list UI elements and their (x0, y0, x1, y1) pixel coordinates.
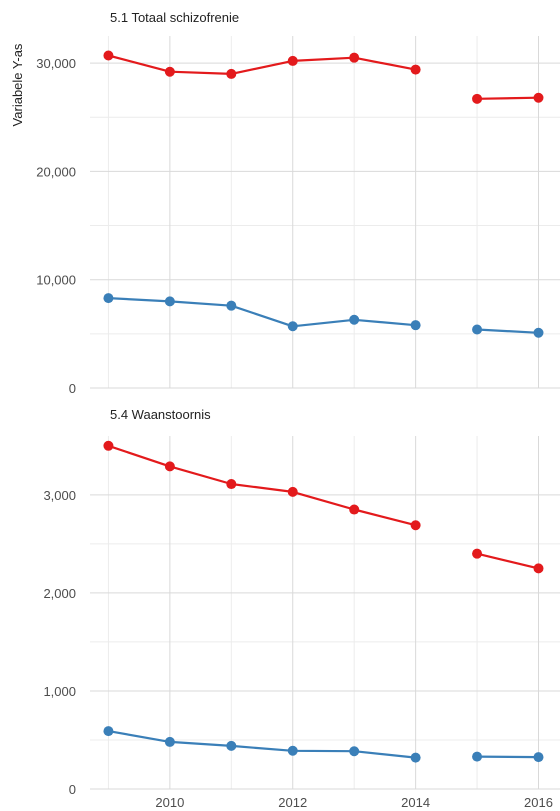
data-point (164, 66, 175, 77)
data-point (533, 92, 544, 103)
data-point (349, 52, 360, 63)
data-point (164, 296, 175, 307)
data-point (103, 293, 114, 304)
data-point (103, 50, 114, 61)
y-tick-label: 1,000 (43, 684, 76, 699)
series-line (477, 96, 539, 100)
data-point (226, 300, 237, 311)
data-point (472, 93, 483, 104)
data-point (226, 68, 237, 79)
series-line (108, 297, 416, 328)
panel-2: 5.4 Waanstoornis 0 1,000 2,000 3,000 2010 2012… (43, 407, 560, 810)
data-point (410, 520, 421, 531)
panel-1: 5.1 Totaal schizofrenie 0 10,000 20,000 30,0… (36, 10, 560, 396)
y-tick-label: 3,000 (43, 488, 76, 503)
data-point (410, 752, 421, 763)
data-point (533, 327, 544, 338)
data-point (226, 479, 237, 490)
series-line (477, 328, 539, 334)
series-line (477, 755, 539, 759)
data-point (349, 746, 360, 757)
data-point (410, 64, 421, 75)
y-tick-label: 0 (69, 782, 76, 797)
data-point (287, 321, 298, 332)
data-point (226, 740, 237, 751)
data-point (103, 726, 114, 737)
panel-title: 5.4 Waanstoornis (110, 407, 211, 422)
series-line (108, 730, 416, 759)
series-2 (103, 726, 544, 763)
panel-title: 5.1 Totaal schizofrenie (110, 10, 239, 25)
data-point (472, 548, 483, 559)
y-tick-label: 2,000 (43, 586, 76, 601)
data-point (164, 461, 175, 472)
series-1 (103, 50, 544, 104)
data-point (472, 751, 483, 762)
data-point (164, 736, 175, 747)
x-tick-label: 2014 (401, 795, 430, 810)
data-point (410, 320, 421, 331)
x-tick-label: 2012 (278, 795, 307, 810)
y-axis-label: Variabele Y-as (10, 43, 25, 126)
series-1 (103, 440, 544, 574)
x-tick-label: 2016 (524, 795, 553, 810)
x-tick-label: 2010 (155, 795, 184, 810)
data-point (287, 55, 298, 66)
y-tick-label: 30,000 (36, 56, 76, 71)
panels: 5.1 Totaal schizofrenie 0 10,000 20,000 30,0… (36, 10, 560, 810)
series-line (476, 552, 539, 570)
series-line (108, 444, 416, 527)
y-tick-label: 0 (69, 381, 76, 396)
data-point (349, 504, 360, 515)
data-point (287, 486, 298, 497)
data-point (472, 324, 483, 335)
data-point (287, 745, 298, 756)
data-point (533, 752, 544, 763)
data-point (533, 563, 544, 574)
data-point (103, 440, 114, 451)
series-2 (103, 293, 544, 338)
y-tick-label: 20,000 (36, 164, 76, 179)
series-line (108, 54, 416, 76)
data-point (349, 314, 360, 325)
y-tick-label: 10,000 (36, 273, 76, 288)
